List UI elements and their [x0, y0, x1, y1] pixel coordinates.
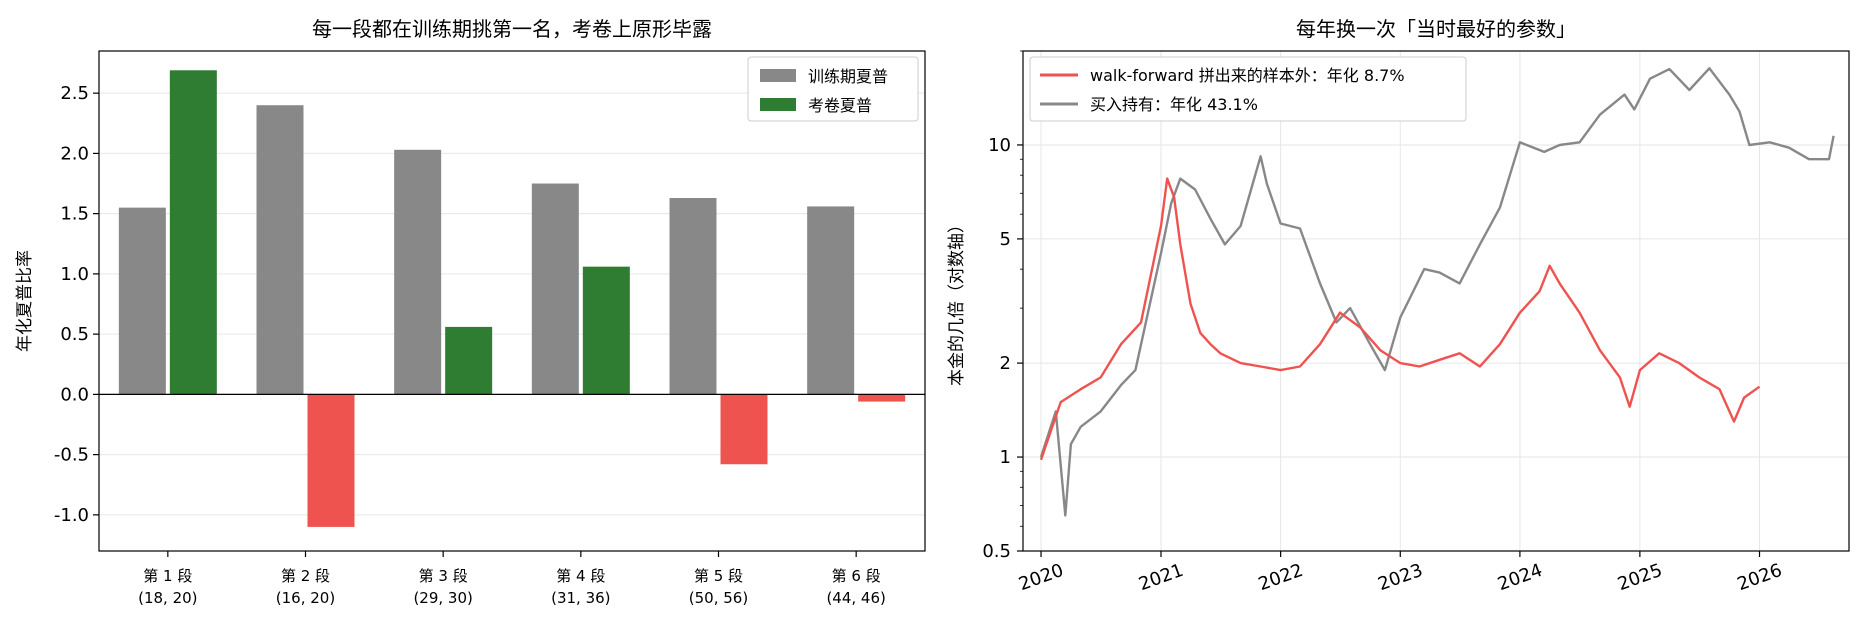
- right-chart-title: 每年换一次「当时最好的参数」: [1296, 17, 1576, 41]
- right-plot-frame: [1022, 50, 1850, 552]
- bar-test: [445, 326, 493, 395]
- right-legend: walk-forward 拼出来的样本外：年化 8.7% 买入持有：年化 43.…: [1029, 56, 1467, 122]
- left-y-ticks: -1.0 -0.5 0.0 0.5 1.0 1.5 2.0 2.5: [54, 83, 99, 526]
- bar-train: [807, 206, 855, 395]
- right-y-axis-label: 本金的几倍（对数轴）: [947, 216, 967, 386]
- left-x-tick-params: (16, 20): [276, 589, 335, 607]
- left-bars: [118, 70, 906, 527]
- right-y-ticks: 0.5 1 2 5 10: [982, 50, 1023, 562]
- left-x-tick-params: (31, 36): [551, 589, 610, 607]
- left-legend: 训练期夏普 考卷夏普: [747, 56, 919, 122]
- legend-label-bh: 买入持有：年化 43.1%: [1090, 95, 1258, 114]
- bar-test: [169, 70, 217, 395]
- left-x-tick-params: (18, 20): [138, 589, 197, 607]
- left-x-tick-params: (29, 30): [413, 589, 472, 607]
- left-x-tick-label: 第 1 段: [143, 567, 192, 585]
- right-lines: [1039, 67, 1835, 517]
- bar-test: [582, 266, 630, 395]
- left-y-tick-label: -0.5: [54, 445, 89, 466]
- left-y-tick-label: 2.5: [60, 83, 89, 104]
- left-x-tick-label: 第 6 段: [832, 567, 881, 585]
- right-legend-box: [1029, 56, 1467, 122]
- left-x-tick-label: 第 5 段: [694, 567, 743, 585]
- left-y-tick-label: 2.0: [60, 143, 89, 164]
- left-x-tick-label: 第 2 段: [281, 567, 330, 585]
- line-buy-and-hold: [1039, 67, 1835, 517]
- right-y-tick-label: 10: [988, 135, 1011, 156]
- left-x-tick-label: 第 3 段: [419, 567, 468, 585]
- bar-test: [858, 394, 906, 402]
- left-x-tick-params: (44, 46): [826, 589, 885, 607]
- legend-label-test: 考卷夏普: [808, 96, 872, 115]
- legend-swatch-train: [760, 69, 796, 82]
- left-x-tick-label: 第 4 段: [556, 567, 605, 585]
- left-plot-frame: [98, 50, 926, 552]
- bar-test: [720, 394, 768, 465]
- bar-test: [307, 394, 355, 527]
- bar-train: [669, 197, 717, 395]
- legend-swatch-test: [760, 98, 796, 111]
- right-y-tick-label: 0.5: [982, 541, 1011, 562]
- left-y-axis-label: 年化夏普比率: [15, 250, 35, 352]
- legend-label-wf: walk-forward 拼出来的样本外：年化 8.7%: [1090, 66, 1405, 85]
- bar-train: [394, 149, 442, 395]
- left-y-tick-label: 1.5: [60, 204, 89, 225]
- left-y-tick-label: 1.0: [60, 264, 89, 285]
- right-y-tick-label: 1: [1000, 447, 1011, 468]
- left-y-tick-label: 0.0: [60, 384, 89, 405]
- left-x-ticks: 第 1 段 (18, 20) 第 2 段 (16, 20) 第 3 段 (29, 30) 第…: [138, 551, 886, 607]
- left-x-tick-params: (50, 56): [689, 589, 748, 607]
- bar-train: [256, 105, 304, 395]
- legend-label-train: 训练期夏普: [808, 67, 888, 86]
- bar-train: [531, 183, 579, 395]
- left-chart: -1.0 -0.5 0.0 0.5 1.0 1.5 2.0 2.5 第 1 段 (18, 20)…: [15, 17, 926, 607]
- right-y-tick-label: 2: [1000, 353, 1011, 374]
- left-y-tick-label: -1.0: [54, 505, 89, 526]
- line-walk-forward: [1039, 177, 1761, 461]
- left-y-tick-label: 0.5: [60, 324, 89, 345]
- bar-train: [118, 207, 166, 395]
- left-chart-title: 每一段都在训练期挑第一名，考卷上原形毕露: [312, 17, 712, 41]
- right-y-tick-label: 5: [1000, 229, 1011, 250]
